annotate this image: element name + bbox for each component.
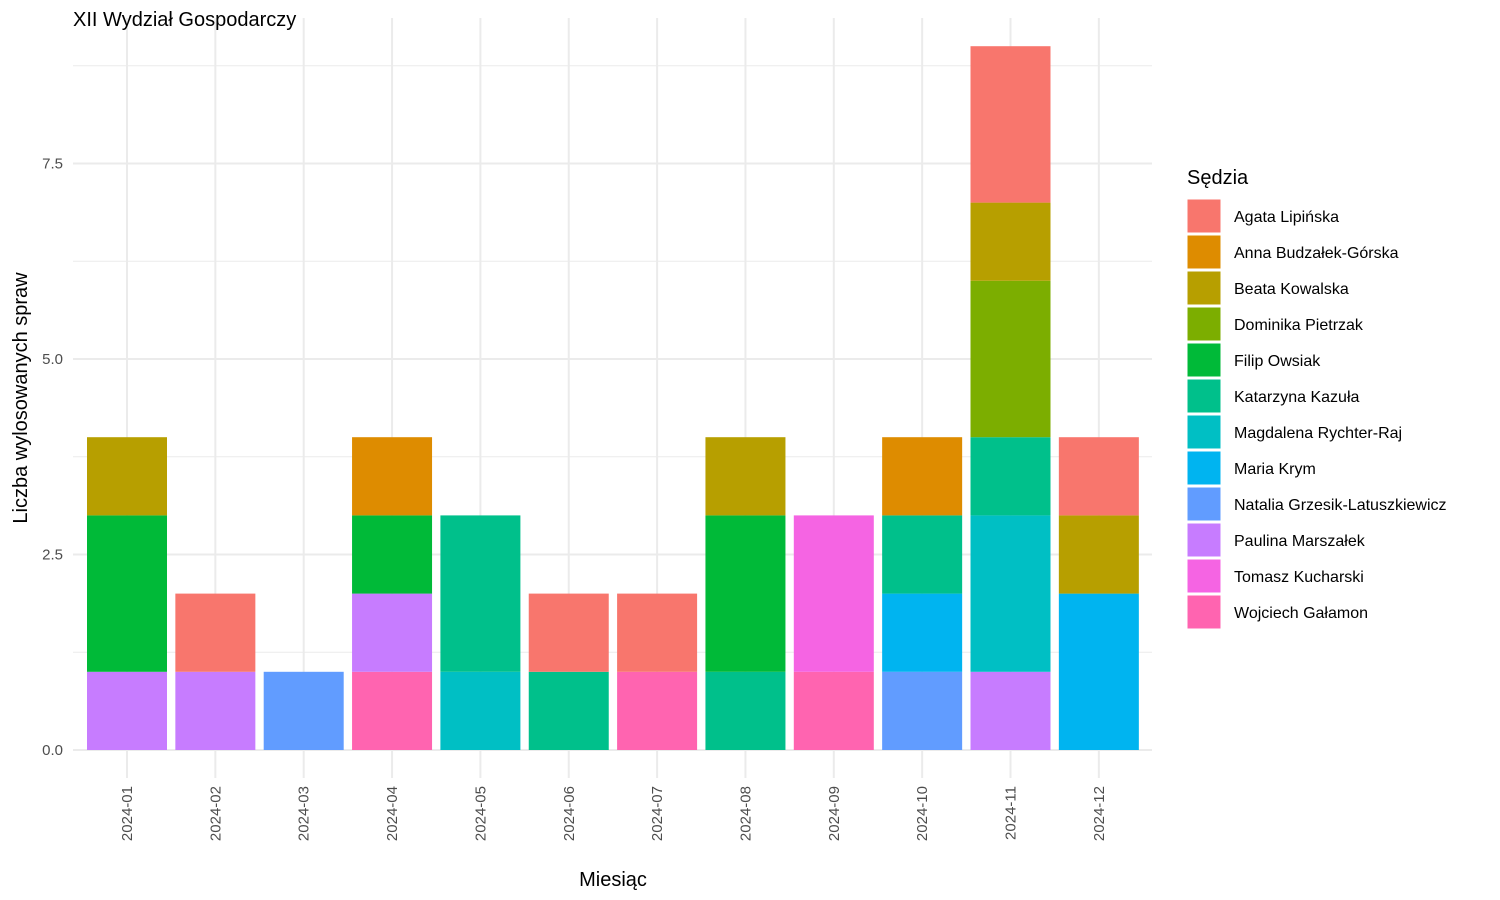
x-tick-label: 2024-10 bbox=[914, 786, 931, 841]
x-tick-label: 2024-12 bbox=[1091, 786, 1108, 841]
bar-segment: Maria Krym: 2 bbox=[1058, 593, 1139, 750]
x-axis-title: Miesiąc bbox=[579, 869, 647, 891]
legend-label: Magdalena Rychter-Raj bbox=[1234, 425, 1402, 442]
bar-segment: Paulina Marszałek: 1 bbox=[175, 671, 256, 750]
legend-swatch bbox=[1186, 414, 1222, 450]
bar-segment: Beata Kowalska: 1 bbox=[1058, 515, 1139, 594]
bar-segment: Natalia Grzesik-Latuszkiewicz: 1 bbox=[882, 671, 963, 750]
x-tick-label: 2024-04 bbox=[384, 786, 401, 841]
x-tick-label: 2024-08 bbox=[737, 786, 754, 841]
y-tick-label: 2.5 bbox=[42, 547, 63, 564]
legend-swatch bbox=[1186, 342, 1222, 378]
y-tick-label: 0.0 bbox=[42, 742, 63, 759]
x-tick-label: 2024-05 bbox=[472, 786, 489, 841]
bar-segment: Katarzyna Kazuła: 1 bbox=[528, 671, 609, 750]
legend-swatch bbox=[1186, 378, 1222, 414]
legend-swatch bbox=[1186, 234, 1222, 270]
bar-segment: Beata Kowalska: 1 bbox=[970, 202, 1051, 281]
legend-label: Filip Owsiak bbox=[1234, 353, 1321, 370]
legend-label: Katarzyna Kazuła bbox=[1234, 389, 1360, 406]
x-axis-ticks: 2024-01 2024-02 2024-03 2024-04 2024-05 2024-… bbox=[119, 786, 1108, 841]
x-tick-label: 2024-11 bbox=[1003, 786, 1020, 840]
bar-segment: Agata Lipińska: 1 bbox=[175, 593, 256, 672]
bar-segment: Paulina Marszałek: 1 bbox=[87, 671, 167, 750]
legend-label: Maria Krym bbox=[1234, 461, 1316, 478]
bar-segment: Dominika Pietrzak: 2 bbox=[970, 280, 1051, 438]
legend-swatch bbox=[1186, 486, 1222, 522]
bar-segment: Tomasz Kucharski: 2 bbox=[793, 515, 874, 672]
bar-segment: Wojciech Gałamon: 1 bbox=[617, 671, 698, 750]
bar-segment: Agata Lipińska: 1 bbox=[528, 593, 609, 672]
bar-segment: Magdalena Rychter-Raj: 1 bbox=[440, 671, 521, 750]
legend-swatch bbox=[1186, 522, 1222, 558]
legend-label: Beata Kowalska bbox=[1234, 281, 1349, 298]
x-tick-label: 2024-03 bbox=[296, 786, 313, 841]
y-tick-label: 7.5 bbox=[42, 156, 63, 173]
legend-label: Agata Lipińska bbox=[1234, 209, 1339, 226]
legend-label: Tomasz Kucharski bbox=[1234, 569, 1364, 586]
bar-segment: Anna Budzałek-Górska: 1 bbox=[352, 437, 433, 516]
legend: Agata Lipińska Anna Budzałek-Górska Beata … bbox=[1186, 198, 1447, 630]
y-axis-title: Liczba wylosowanych spraw bbox=[10, 272, 32, 524]
x-tick-label: 2024-02 bbox=[207, 786, 224, 841]
legend-label: Anna Budzałek-Górska bbox=[1234, 245, 1399, 262]
bar-segment: Magdalena Rychter-Raj: 2 bbox=[970, 515, 1051, 672]
bar-segment: Filip Owsiak: 2 bbox=[87, 515, 167, 672]
bar-segment: Wojciech Gałamon: 1 bbox=[352, 671, 433, 750]
x-tick-label: 2024-07 bbox=[649, 786, 666, 841]
legend-swatch bbox=[1186, 558, 1222, 594]
legend-label: Paulina Marszałek bbox=[1234, 533, 1366, 550]
legend-label: Natalia Grzesik-Latuszkiewicz bbox=[1234, 497, 1447, 514]
bar-segment: Paulina Marszałek: 1 bbox=[970, 671, 1051, 750]
bar-segment: Agata Lipińska: 1 bbox=[1058, 437, 1139, 516]
x-tick-label: 2024-09 bbox=[826, 786, 843, 841]
bar-segment: Natalia Grzesik-Latuszkiewicz: 1 bbox=[263, 671, 344, 750]
bar-segment: Katarzyna Kazuła: 1 bbox=[705, 671, 786, 750]
bar-segment: Beata Kowalska: 1 bbox=[705, 437, 786, 516]
legend-swatch bbox=[1186, 306, 1222, 342]
bar-segment: Agata Lipińska: 1 bbox=[617, 593, 698, 672]
bar-segment: Filip Owsiak: 1 bbox=[352, 515, 433, 594]
y-tick-label: 5.0 bbox=[42, 351, 63, 368]
bar-segment: Maria Krym: 1 bbox=[882, 593, 963, 672]
bar-segment: Katarzyna Kazuła: 1 bbox=[882, 515, 963, 594]
bar-segment: Filip Owsiak: 2 bbox=[705, 515, 786, 672]
legend-title: Sędzia bbox=[1187, 167, 1249, 189]
legend-swatch bbox=[1186, 594, 1222, 630]
legend-label: Wojciech Gałamon bbox=[1234, 605, 1368, 622]
legend-label: Dominika Pietrzak bbox=[1234, 317, 1364, 334]
legend-swatch bbox=[1186, 450, 1222, 486]
bar-segment: Anna Budzałek-Górska: 1 bbox=[882, 437, 963, 516]
bars: Paulina Marszałek: 1Filip Owsiak: 2Beata… bbox=[87, 46, 1139, 750]
bar-segment: Agata Lipińska: 2 bbox=[970, 46, 1051, 203]
x-tick-label: 2024-01 bbox=[119, 786, 136, 841]
bar-segment: Wojciech Gałamon: 1 bbox=[793, 671, 874, 750]
x-tick-label: 2024-06 bbox=[561, 786, 578, 841]
bar-segment: Katarzyna Kazuła: 2 bbox=[440, 515, 521, 672]
bar-segment: Paulina Marszałek: 1 bbox=[352, 593, 433, 672]
y-axis-ticks: 0.0 2.5 5.0 7.5 bbox=[42, 156, 63, 760]
chart-title: XII Wydział Gospodarczy bbox=[73, 9, 296, 31]
legend-swatch bbox=[1186, 198, 1222, 234]
legend-swatch bbox=[1186, 270, 1222, 306]
bar-segment: Beata Kowalska: 1 bbox=[87, 437, 167, 516]
bar-segment: Katarzyna Kazuła: 1 bbox=[970, 437, 1051, 516]
